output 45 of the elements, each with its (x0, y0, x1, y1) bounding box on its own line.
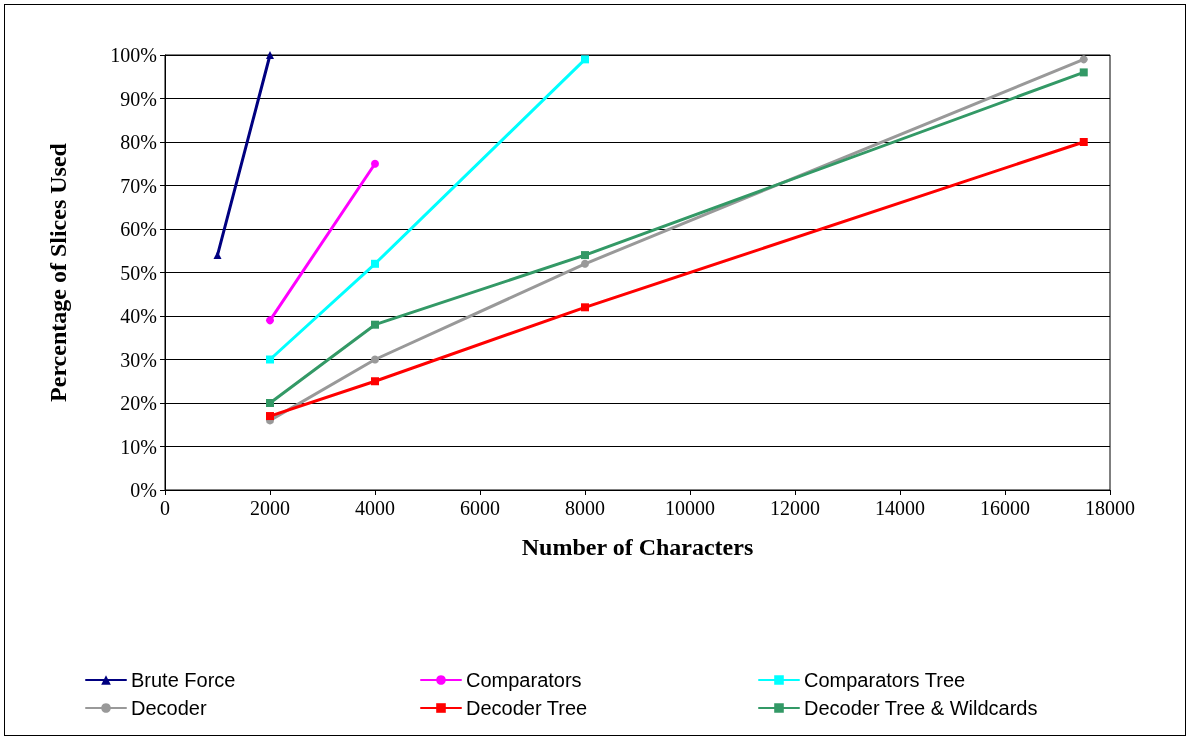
point (581, 303, 589, 312)
y-tick-label: 60% (120, 218, 157, 240)
point (266, 412, 274, 421)
point (266, 399, 274, 407)
y-tick-label: 40% (120, 305, 157, 327)
x-tick-label: 4000 (355, 497, 395, 519)
point (581, 251, 589, 260)
x-tick-label: 0 (160, 497, 170, 519)
legend-label: Comparators (466, 669, 582, 691)
point (371, 320, 379, 329)
legend-label: Decoder Tree & Wildcards (804, 697, 1038, 719)
x-axis-title: Number of Characters (521, 534, 754, 560)
x-tick-label: 8000 (565, 497, 605, 519)
point (581, 259, 589, 268)
y-axis-title: Percentage of Slices Used (45, 142, 71, 402)
point (1079, 138, 1088, 146)
y-tick-label: 0% (130, 479, 157, 501)
point (371, 159, 379, 168)
y-tick-label: 50% (120, 261, 157, 284)
point (371, 377, 379, 386)
x-tick-label: 10000 (665, 497, 715, 519)
y-tick-label: 30% (120, 348, 157, 371)
legend-label: Brute Force (131, 669, 236, 691)
y-tick-label: 10% (120, 435, 157, 458)
x-tick-label: 2000 (250, 497, 290, 519)
point (266, 316, 274, 325)
point (1079, 55, 1088, 64)
legend-label: Comparators Tree (804, 669, 966, 691)
y-tick-label: 20% (120, 392, 157, 414)
x-tick-label: 18000 (1085, 497, 1135, 519)
y-tick-label: 100% (110, 44, 157, 66)
y-tick-label: 70% (120, 174, 157, 197)
x-tick-label: 14000 (875, 497, 925, 519)
y-tick-label: 80% (120, 131, 157, 153)
point (581, 55, 589, 64)
y-tick-label: 90% (120, 87, 157, 110)
legend-label: Decoder Tree (466, 697, 588, 719)
x-tick-label: 12000 (770, 497, 820, 519)
point (371, 259, 379, 268)
x-tick-label: 16000 (980, 497, 1030, 519)
point (266, 355, 274, 364)
point (1079, 68, 1088, 77)
legend-label: Decoder (131, 697, 207, 719)
point (371, 355, 379, 364)
x-tick-label: 6000 (460, 497, 500, 519)
